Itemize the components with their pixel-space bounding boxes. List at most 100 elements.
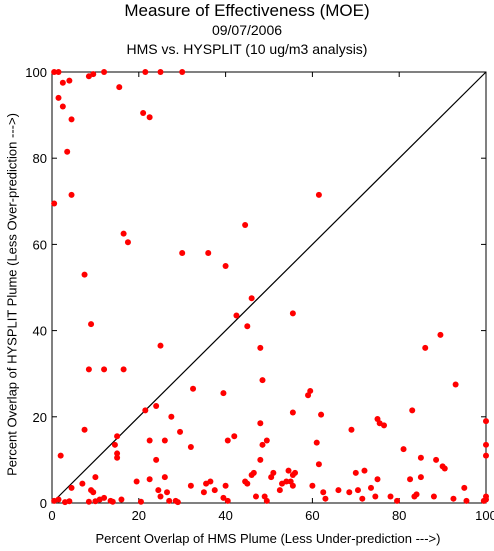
y-tick-label: 40 bbox=[33, 324, 47, 339]
data-point bbox=[320, 489, 327, 496]
data-point bbox=[55, 94, 62, 101]
data-point bbox=[146, 437, 153, 444]
data-point bbox=[285, 467, 292, 474]
data-point bbox=[318, 411, 325, 418]
x-axis-label: Percent Overlap of HMS Plume (Less Under… bbox=[95, 531, 441, 546]
data-point bbox=[109, 498, 116, 505]
data-point bbox=[153, 403, 160, 410]
data-point bbox=[90, 489, 97, 496]
data-point bbox=[220, 390, 227, 397]
x-tick-label: 0 bbox=[48, 508, 55, 523]
data-point bbox=[101, 69, 108, 75]
data-point bbox=[289, 409, 296, 416]
data-point bbox=[463, 497, 470, 504]
data-point bbox=[85, 498, 92, 505]
data-point bbox=[101, 366, 108, 373]
data-point bbox=[207, 478, 214, 485]
data-point bbox=[164, 489, 171, 496]
data-point bbox=[161, 437, 168, 444]
data-point bbox=[64, 148, 71, 155]
data-point bbox=[452, 381, 459, 388]
data-point bbox=[315, 191, 322, 198]
x-tick-label: 80 bbox=[392, 508, 406, 523]
data-point bbox=[157, 342, 164, 349]
data-point bbox=[66, 77, 73, 84]
data-point bbox=[263, 437, 270, 444]
data-point bbox=[233, 312, 240, 319]
data-point bbox=[309, 482, 316, 489]
data-point bbox=[59, 103, 66, 110]
data-point bbox=[55, 496, 62, 503]
data-point bbox=[292, 469, 299, 476]
data-point bbox=[166, 497, 173, 504]
data-point bbox=[101, 494, 108, 501]
data-point bbox=[348, 426, 355, 433]
data-point bbox=[346, 489, 353, 496]
x-tick-label: 60 bbox=[305, 508, 319, 523]
data-point bbox=[55, 69, 62, 75]
data-point bbox=[200, 489, 207, 496]
data-point bbox=[361, 467, 368, 474]
data-point bbox=[289, 482, 296, 489]
data-point bbox=[81, 271, 88, 278]
data-point bbox=[179, 69, 186, 75]
data-point bbox=[483, 452, 489, 459]
x-tick-label: 100 bbox=[475, 508, 494, 523]
data-point bbox=[315, 461, 322, 468]
y-tick-label: 0 bbox=[40, 496, 47, 511]
data-point bbox=[259, 441, 266, 448]
data-point bbox=[85, 366, 92, 373]
data-point bbox=[352, 469, 359, 476]
data-point bbox=[220, 494, 227, 501]
data-point bbox=[322, 495, 329, 502]
data-point bbox=[450, 495, 457, 502]
x-tick-label: 20 bbox=[132, 508, 146, 523]
data-point bbox=[179, 250, 186, 257]
data-point bbox=[153, 456, 160, 463]
data-point bbox=[111, 441, 118, 448]
data-point bbox=[222, 482, 229, 489]
data-point bbox=[372, 493, 379, 500]
data-point bbox=[381, 422, 388, 429]
data-point bbox=[118, 496, 125, 503]
data-point bbox=[483, 441, 489, 448]
data-point bbox=[146, 114, 153, 121]
chart-subtitle: HMS vs. HYSPLIT (10 ug/m3 analysis) bbox=[126, 41, 368, 57]
data-point bbox=[211, 487, 218, 494]
data-point bbox=[157, 493, 164, 500]
data-point bbox=[276, 487, 283, 494]
data-point bbox=[68, 484, 75, 491]
data-point bbox=[257, 456, 264, 463]
data-point bbox=[263, 497, 270, 504]
data-point bbox=[133, 478, 140, 485]
data-point bbox=[483, 418, 489, 425]
y-tick-label: 20 bbox=[33, 410, 47, 425]
data-point bbox=[307, 387, 314, 394]
data-point bbox=[437, 331, 444, 338]
data-point bbox=[140, 109, 147, 116]
data-point bbox=[430, 493, 437, 500]
data-point bbox=[313, 439, 320, 446]
data-point bbox=[231, 433, 238, 440]
y-tick-label: 60 bbox=[33, 237, 47, 252]
data-point bbox=[461, 484, 468, 491]
data-point bbox=[270, 469, 277, 476]
data-point bbox=[57, 452, 64, 459]
data-point bbox=[59, 79, 66, 86]
data-point bbox=[400, 446, 407, 453]
data-point bbox=[157, 69, 164, 75]
data-point bbox=[283, 478, 290, 485]
data-point bbox=[187, 482, 194, 489]
data-point bbox=[124, 239, 131, 246]
data-point bbox=[51, 69, 58, 75]
data-point bbox=[367, 484, 374, 491]
data-point bbox=[335, 487, 342, 494]
data-point bbox=[68, 191, 75, 198]
ticks: 0 20 40 60 80 100 0 20 40 60 80 100 bbox=[25, 65, 494, 523]
data-point bbox=[120, 366, 127, 373]
chart-title: Measure of Effectiveness (MOE) bbox=[124, 1, 370, 20]
data-point bbox=[187, 443, 194, 450]
data-point bbox=[142, 407, 149, 414]
data-point bbox=[433, 456, 440, 463]
